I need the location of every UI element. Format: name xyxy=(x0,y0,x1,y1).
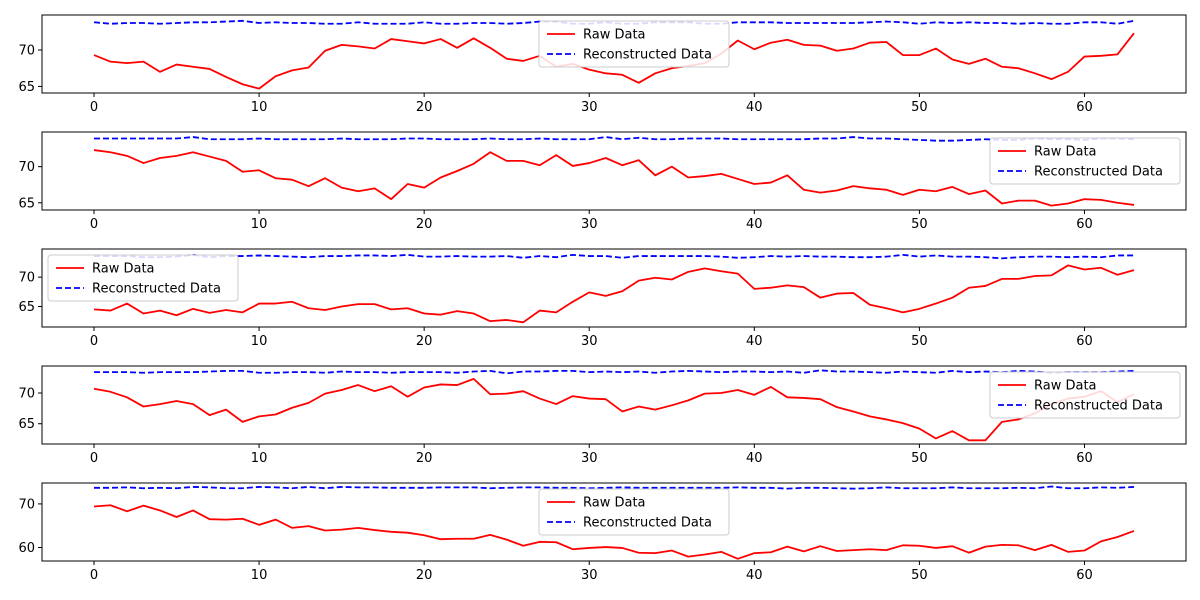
x-tick-label: 0 xyxy=(90,100,98,115)
x-tick-label: 60 xyxy=(1076,568,1093,583)
x-tick-label: 20 xyxy=(416,568,433,583)
x-tick-label: 20 xyxy=(416,451,433,466)
x-tick-label: 10 xyxy=(251,334,268,349)
y-tick-label: 65 xyxy=(18,196,35,211)
legend-reconstructed-label: Reconstructed Data xyxy=(92,282,221,297)
y-tick-label: 70 xyxy=(18,271,35,286)
x-tick-label: 40 xyxy=(746,568,763,583)
y-tick-label: 70 xyxy=(18,497,35,512)
raw-data-line-5 xyxy=(93,504,1135,560)
x-tick-label: 40 xyxy=(746,451,763,466)
subplot-4: 0 10 20 30 40 50 60 65 70 Raw Data Reconstructed D… xyxy=(18,365,1187,466)
reconstructed-data-line-1 xyxy=(93,19,1135,25)
x-tick-label: 50 xyxy=(911,568,928,583)
legend-box xyxy=(538,20,730,68)
x-tick-label: 50 xyxy=(911,217,928,232)
legend-reconstructed-label: Reconstructed Data xyxy=(1034,399,1163,414)
legend: Raw Data Reconstructed Data xyxy=(538,20,730,68)
legend-box xyxy=(538,488,730,536)
subplot-3: 0 10 20 30 40 50 60 65 70 Raw Data Reconstructed D… xyxy=(18,248,1187,349)
y-tick-label: 65 xyxy=(18,300,35,315)
y-tick-label: 65 xyxy=(18,417,35,432)
x-tick-label: 0 xyxy=(90,451,98,466)
legend-reconstructed-label: Reconstructed Data xyxy=(583,48,712,63)
x-tick-label: 0 xyxy=(90,568,98,583)
axes-frame xyxy=(41,248,1187,328)
x-tick-label: 40 xyxy=(746,334,763,349)
legend-reconstructed-label: Reconstructed Data xyxy=(583,516,712,531)
x-tick-label: 0 xyxy=(90,334,98,349)
raw-data-line-1 xyxy=(93,32,1135,90)
axes-frame xyxy=(41,14,1187,94)
axes-frame xyxy=(41,131,1187,211)
subplot-5: 0 10 20 30 40 50 60 60 70 Raw Data Reconstructed D… xyxy=(18,482,1187,583)
y-tick-label: 70 xyxy=(18,43,35,58)
y-tick-label: 60 xyxy=(18,541,35,556)
x-tick-label: 20 xyxy=(416,334,433,349)
x-tick-label: 30 xyxy=(581,568,598,583)
reconstructed-data-line-2 xyxy=(94,136,1135,142)
x-tick-label: 40 xyxy=(746,217,763,232)
x-tick-label: 0 xyxy=(90,217,98,232)
x-tick-label: 50 xyxy=(911,451,928,466)
x-tick-label: 40 xyxy=(746,100,763,115)
reconstructed-data-line-3 xyxy=(94,253,1134,260)
x-tick-label: 20 xyxy=(416,217,433,232)
legend-box xyxy=(989,137,1181,185)
x-tick-label: 60 xyxy=(1076,100,1093,115)
legend: Raw Data Reconstructed Data xyxy=(538,488,730,536)
subplot-2: 0 10 20 30 40 50 60 65 70 Raw Data Reconstructed D… xyxy=(18,131,1187,232)
legend-box xyxy=(47,254,239,302)
x-tick-label: 60 xyxy=(1076,217,1093,232)
x-tick-label: 50 xyxy=(911,334,928,349)
legend: Raw Data Reconstructed Data xyxy=(989,137,1181,185)
raw-data-line-2 xyxy=(93,149,1135,207)
axes-frame xyxy=(41,365,1187,445)
subplot-1: 0 10 20 30 40 50 60 65 70 Raw Data Reconstructed D… xyxy=(18,14,1187,115)
raw-data-line-3 xyxy=(93,264,1135,324)
legend-raw-label: Raw Data xyxy=(583,28,646,43)
legend-raw-label: Raw Data xyxy=(583,496,646,511)
legend-raw-label: Raw Data xyxy=(1034,379,1097,394)
x-tick-label: 30 xyxy=(581,217,598,232)
reconstructed-data-line-5 xyxy=(94,485,1135,490)
x-tick-label: 60 xyxy=(1076,451,1093,466)
y-tick-label: 70 xyxy=(18,160,35,175)
x-tick-label: 10 xyxy=(251,568,268,583)
legend-reconstructed-label: Reconstructed Data xyxy=(1034,165,1163,180)
x-tick-label: 30 xyxy=(581,334,598,349)
legend-raw-label: Raw Data xyxy=(1034,145,1097,160)
x-tick-label: 30 xyxy=(581,451,598,466)
legend-raw-label: Raw Data xyxy=(92,262,155,277)
legend: Raw Data Reconstructed Data xyxy=(47,254,239,302)
x-tick-label: 30 xyxy=(581,100,598,115)
y-tick-label: 65 xyxy=(18,80,35,95)
x-tick-label: 10 xyxy=(251,100,268,115)
legend: Raw Data Reconstructed Data xyxy=(989,371,1181,419)
raw-data-line-4 xyxy=(93,377,1135,442)
y-tick-label: 70 xyxy=(18,387,35,402)
axes-frame xyxy=(41,482,1187,562)
x-tick-label: 10 xyxy=(251,451,268,466)
legend-box xyxy=(989,371,1181,419)
x-tick-label: 50 xyxy=(911,100,928,115)
x-tick-label: 10 xyxy=(251,217,268,232)
x-tick-label: 20 xyxy=(416,100,433,115)
x-tick-label: 60 xyxy=(1076,334,1093,349)
reconstructed-data-line-4 xyxy=(94,369,1135,375)
